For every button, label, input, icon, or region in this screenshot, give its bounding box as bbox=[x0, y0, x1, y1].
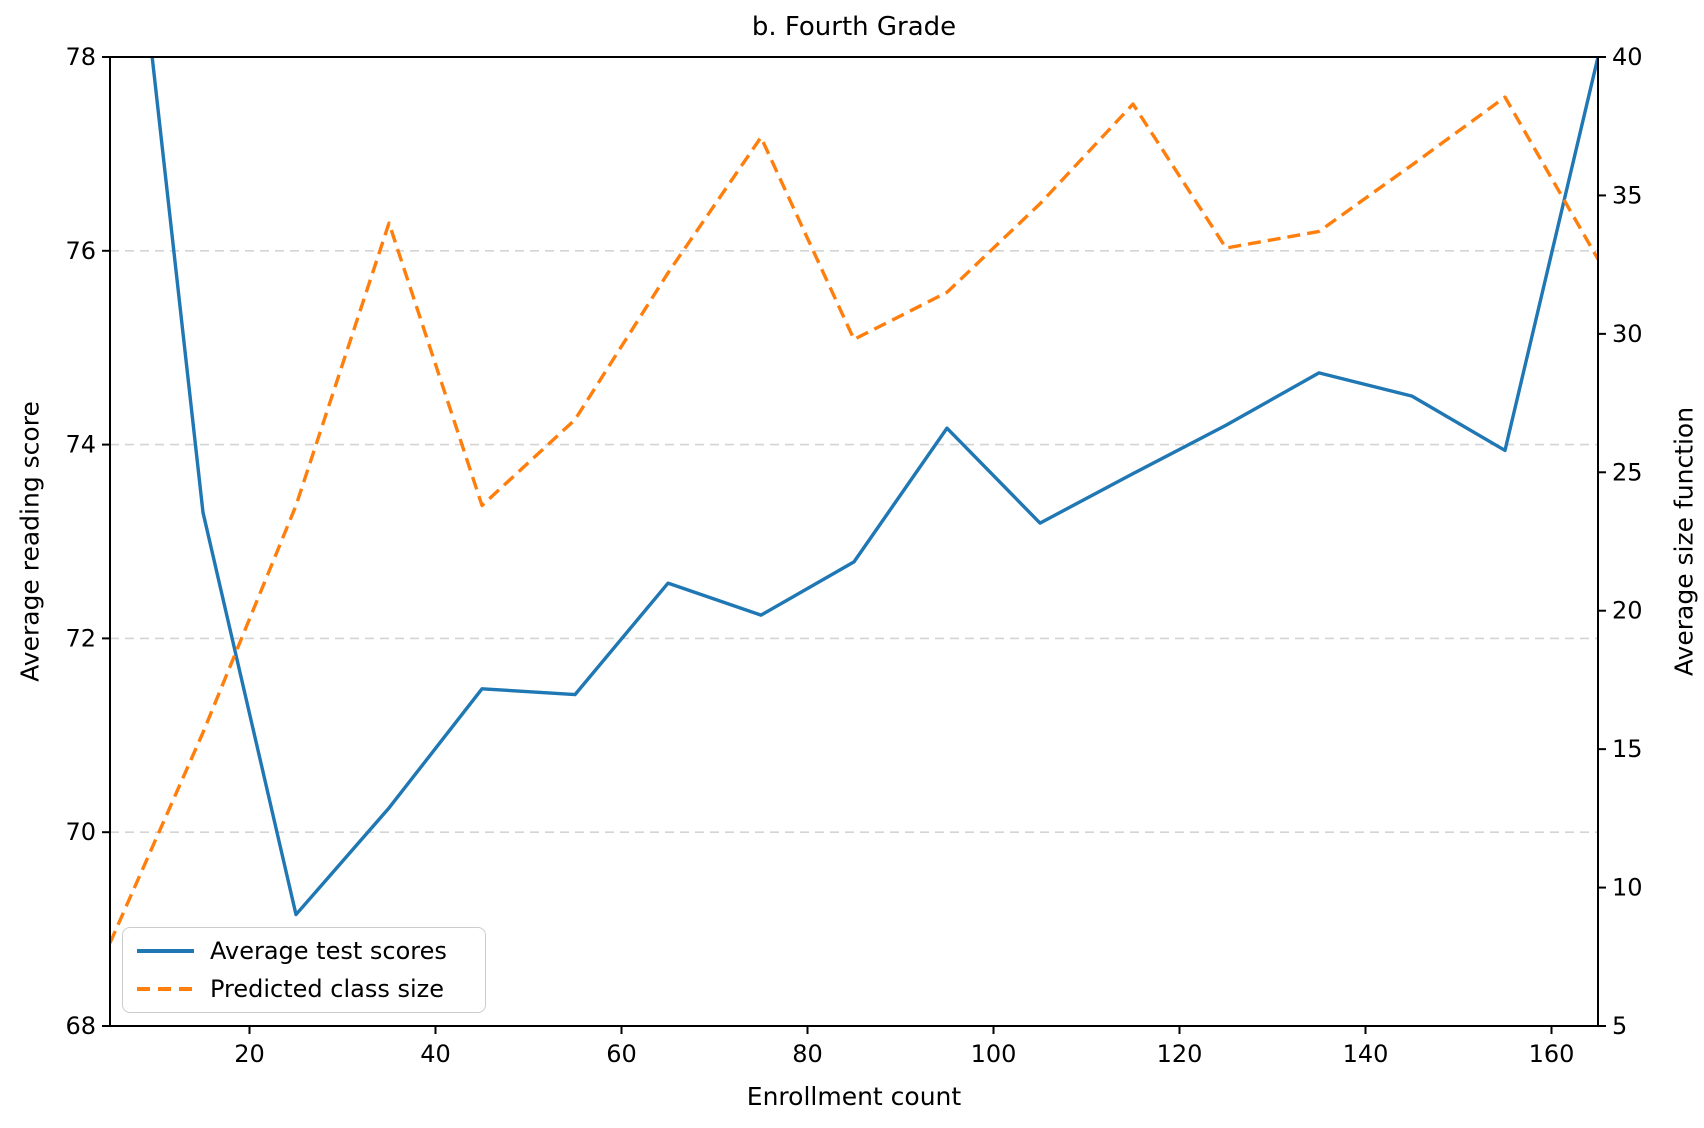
y-axis-right: 5 10 15 20 25 30 35 40 bbox=[1598, 43, 1643, 1040]
y-tick-label: 70 bbox=[65, 818, 96, 846]
x-tick-label: 20 bbox=[234, 1040, 265, 1068]
x-tick-label: 160 bbox=[1529, 1040, 1575, 1068]
y-tick-label: 10 bbox=[1612, 874, 1643, 902]
y-axis-label-left: Average reading score bbox=[15, 401, 45, 682]
y-tick-label: 35 bbox=[1612, 181, 1643, 209]
x-tick-label: 80 bbox=[792, 1040, 823, 1068]
x-tick-label: 100 bbox=[971, 1040, 1017, 1068]
legend-item-class-size: Predicted class size bbox=[137, 975, 471, 1003]
chart-title: b. Fourth Grade bbox=[751, 12, 957, 42]
grid bbox=[110, 250, 1598, 834]
y-tick-label: 78 bbox=[65, 43, 96, 71]
x-tick-label: 60 bbox=[606, 1040, 637, 1068]
legend-line-solid-icon bbox=[137, 949, 194, 953]
legend-line-dashed-icon bbox=[137, 987, 194, 991]
x-tick-label: 40 bbox=[420, 1040, 451, 1068]
y-axis-label-right: Average size function bbox=[1669, 406, 1699, 677]
y-tick-label: 20 bbox=[1612, 597, 1643, 625]
x-tick-label: 120 bbox=[1157, 1040, 1203, 1068]
series-predicted-class-size bbox=[110, 95, 1598, 944]
y-tick-label: 40 bbox=[1612, 43, 1643, 71]
y-tick-label: 25 bbox=[1612, 458, 1643, 486]
x-axis: 20 40 60 80 100 120 140 160 bbox=[234, 1026, 1574, 1068]
legend-label: Predicted class size bbox=[210, 975, 445, 1003]
y-tick-label: 76 bbox=[65, 237, 96, 265]
legend-label: Average test scores bbox=[210, 937, 447, 965]
x-axis-label: Enrollment count bbox=[746, 1082, 962, 1111]
y-tick-label: 5 bbox=[1612, 1012, 1627, 1040]
y-axis-left: 68 70 72 74 76 78 bbox=[65, 43, 110, 1040]
legend-item-test-scores: Average test scores bbox=[137, 937, 471, 965]
y-tick-label: 68 bbox=[65, 1012, 96, 1040]
series-average-test-scores bbox=[150, 57, 1598, 917]
y-tick-label: 15 bbox=[1612, 735, 1643, 763]
x-tick-label: 140 bbox=[1343, 1040, 1389, 1068]
y-tick-label: 72 bbox=[65, 624, 96, 652]
legend: Average test scores Predicted class size bbox=[122, 927, 486, 1013]
y-tick-label: 74 bbox=[65, 431, 96, 459]
plot-spines bbox=[109, 56, 1599, 1027]
y-tick-label: 30 bbox=[1612, 320, 1643, 348]
